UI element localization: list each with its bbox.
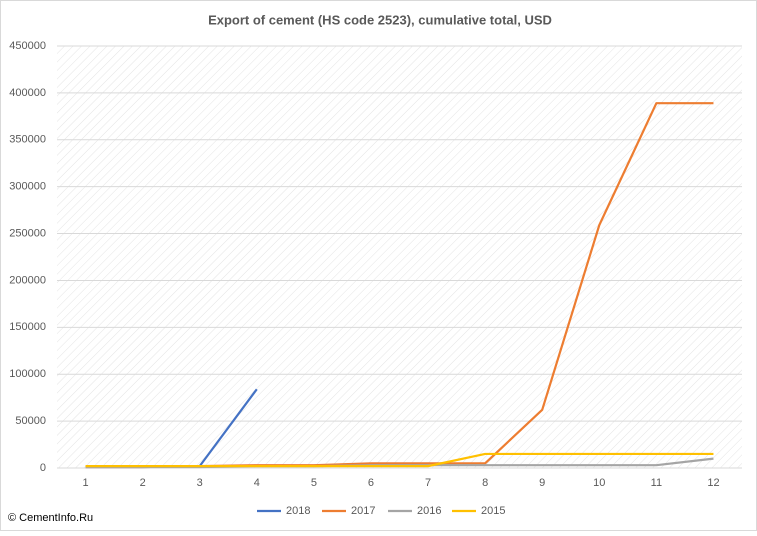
x-tick-label: 8	[482, 477, 488, 489]
x-tick-label: 4	[254, 477, 260, 489]
x-tick-label: 5	[311, 477, 317, 489]
x-tick-label: 7	[425, 477, 431, 489]
series-line	[85, 452, 714, 468]
x-tick-label: 10	[593, 477, 605, 489]
x-tick-label: 2	[140, 477, 146, 489]
y-tick-label: 300000	[9, 181, 46, 193]
y-tick-label: 150000	[9, 321, 46, 333]
legend-label: 2015	[481, 505, 505, 517]
source: © CementInfo.Ru	[8, 512, 93, 524]
x-tick-label: 1	[82, 477, 88, 489]
y-tick-label: 50000	[15, 415, 46, 427]
y-tick-label: 200000	[9, 274, 46, 286]
x-tick-label: 12	[707, 477, 719, 489]
x-tick-label: 9	[539, 477, 545, 489]
y-tick-label: 350000	[9, 134, 46, 146]
x-tick-label: 3	[197, 477, 203, 489]
y-tick-label: 0	[40, 462, 46, 474]
y-tick-label: 450000	[9, 40, 46, 52]
plot-area	[57, 46, 742, 468]
y-tick-label: 250000	[9, 227, 46, 239]
legend-label: 2018	[286, 505, 310, 517]
legend-label: 2017	[351, 505, 375, 517]
y-tick-label: 400000	[9, 87, 46, 99]
y-tick-label: 100000	[9, 368, 46, 380]
x-tick-label: 11	[651, 477, 662, 489]
legend-label: 2016	[417, 505, 441, 517]
chart-title: Export of cement (HS code 2523), cumulat…	[208, 12, 552, 27]
x-tick-label: 6	[368, 477, 374, 489]
